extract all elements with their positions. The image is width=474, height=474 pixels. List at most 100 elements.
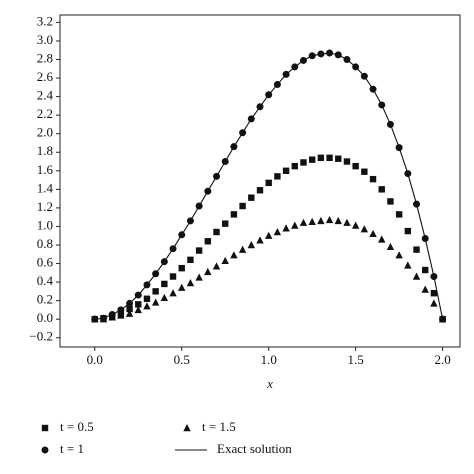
y-tick-label: 1.4 bbox=[37, 180, 54, 195]
data-point bbox=[230, 251, 238, 259]
data-point bbox=[404, 261, 412, 269]
data-point bbox=[126, 299, 134, 307]
data-point bbox=[422, 266, 429, 274]
y-tick-label: 2.0 bbox=[37, 125, 53, 140]
data-point bbox=[325, 215, 334, 224]
legend-label: Exact solution bbox=[217, 441, 292, 456]
data-point bbox=[195, 247, 203, 254]
data-point bbox=[308, 217, 316, 226]
data-point bbox=[204, 238, 212, 245]
data-point bbox=[186, 217, 194, 225]
data-point bbox=[334, 51, 342, 59]
data-point bbox=[134, 305, 142, 314]
data-point bbox=[178, 264, 185, 272]
data-point bbox=[204, 187, 212, 195]
data-point bbox=[117, 306, 125, 314]
data-point bbox=[169, 245, 177, 253]
data-point bbox=[143, 302, 151, 310]
data-point bbox=[169, 289, 177, 297]
data-point bbox=[160, 293, 169, 302]
data-point bbox=[117, 311, 125, 319]
data-point bbox=[195, 273, 203, 281]
y-tick-label: 3.0 bbox=[37, 32, 53, 47]
data-point bbox=[161, 280, 168, 288]
data-point bbox=[361, 168, 368, 175]
x-tick-label: 1.5 bbox=[348, 352, 364, 367]
legend-label: t = 1.5 bbox=[202, 419, 236, 434]
data-point bbox=[178, 283, 186, 291]
y-tick-label: 0.6 bbox=[37, 255, 54, 270]
data-point bbox=[221, 158, 229, 166]
data-point bbox=[282, 224, 290, 232]
y-tick-label: 2.8 bbox=[37, 50, 53, 65]
data-point bbox=[291, 63, 299, 71]
data-point bbox=[256, 103, 264, 111]
data-point bbox=[264, 231, 273, 239]
data-point bbox=[430, 273, 438, 281]
data-point bbox=[326, 49, 334, 57]
data-point bbox=[343, 158, 351, 165]
data-point bbox=[282, 70, 290, 78]
data-point bbox=[300, 159, 307, 166]
data-point bbox=[108, 313, 116, 321]
x-axis-label: x bbox=[266, 376, 273, 391]
data-point bbox=[291, 221, 299, 229]
y-tick-label: 2.2 bbox=[37, 106, 53, 121]
x-tick-label: 0.0 bbox=[87, 352, 103, 367]
plot-frame bbox=[59, 14, 461, 348]
data-point bbox=[178, 231, 186, 239]
x-tick-label: 1.0 bbox=[261, 352, 277, 367]
data-point bbox=[395, 211, 403, 218]
data-point bbox=[186, 279, 195, 287]
data-point bbox=[395, 144, 403, 152]
data-point bbox=[273, 81, 281, 89]
data-point bbox=[378, 186, 385, 193]
data-point bbox=[230, 143, 238, 151]
data-point bbox=[351, 221, 360, 229]
legend-label: t = 0.5 bbox=[60, 419, 94, 434]
data-point bbox=[317, 50, 325, 58]
data-point bbox=[247, 240, 256, 249]
data-point bbox=[143, 295, 151, 302]
data-point bbox=[151, 298, 160, 306]
data-point bbox=[317, 154, 325, 162]
data-point bbox=[282, 167, 290, 174]
data-point bbox=[308, 52, 316, 60]
legend-label: t = 1 bbox=[60, 441, 84, 456]
data-point bbox=[265, 91, 273, 99]
data-point bbox=[378, 235, 386, 243]
data-point bbox=[152, 288, 159, 295]
data-point bbox=[256, 236, 264, 244]
data-point bbox=[256, 187, 264, 194]
data-point bbox=[152, 270, 160, 278]
data-point bbox=[369, 85, 377, 93]
data-point bbox=[222, 220, 229, 227]
data-point bbox=[238, 245, 247, 253]
data-point bbox=[187, 256, 194, 264]
data-point bbox=[299, 218, 308, 226]
data-point bbox=[204, 267, 212, 276]
data-point bbox=[413, 200, 421, 208]
data-point bbox=[135, 301, 142, 308]
data-point bbox=[91, 315, 99, 323]
data-point bbox=[248, 194, 255, 201]
data-point bbox=[265, 179, 272, 187]
x-tick-label: 0.5 bbox=[174, 352, 190, 367]
y-tick-label: 1.2 bbox=[37, 199, 53, 214]
data-point bbox=[413, 246, 420, 253]
data-point bbox=[134, 291, 142, 299]
data-point bbox=[221, 256, 229, 264]
y-tick-label: 0.8 bbox=[37, 236, 53, 251]
legend-marker bbox=[183, 424, 191, 432]
data-point bbox=[195, 202, 203, 210]
data-point bbox=[404, 170, 412, 178]
data-point bbox=[378, 101, 386, 109]
data-point bbox=[299, 56, 307, 64]
data-point bbox=[430, 299, 438, 307]
data-point bbox=[386, 242, 395, 251]
x-tick-label: 2.0 bbox=[434, 352, 450, 367]
data-point bbox=[369, 229, 377, 238]
data-point bbox=[308, 156, 316, 163]
y-tick-label: 0.4 bbox=[37, 273, 54, 288]
data-point bbox=[421, 285, 429, 293]
